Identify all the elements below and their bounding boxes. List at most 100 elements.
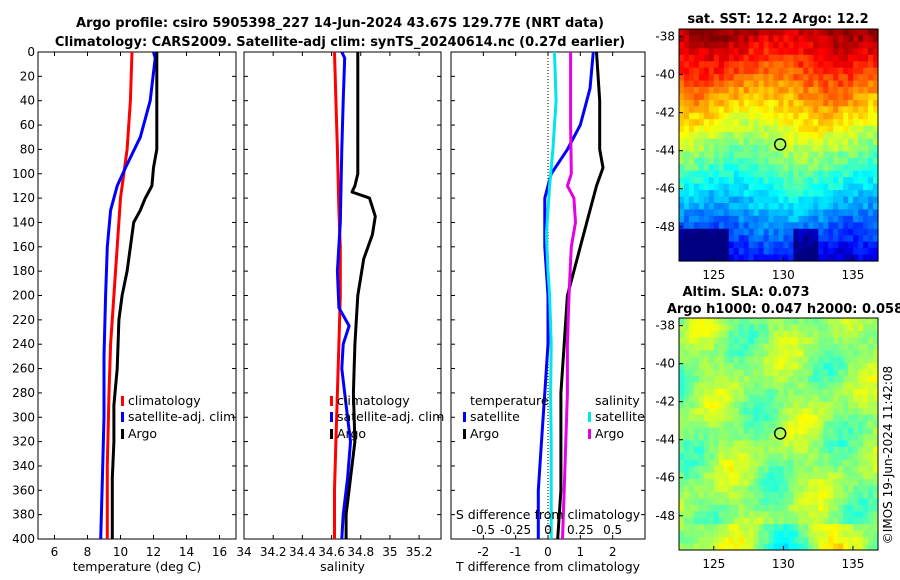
map-cell [808,421,814,429]
map-cell [803,440,809,448]
map-cell [753,408,760,416]
map-cell [679,190,685,198]
map-cell [698,228,705,236]
map-cell [803,517,809,525]
map-cell [783,209,790,217]
map-cell [728,209,735,217]
map-cell [743,248,750,256]
map-cell [808,61,814,69]
map-cell [768,125,775,133]
map-cell [803,183,809,191]
map-cell [858,330,864,338]
map-cell [698,151,705,159]
map-cell [823,48,829,56]
map-cell [873,446,879,454]
map-cell [718,427,725,435]
map-cell [858,132,864,140]
map-cell [828,41,834,49]
map-cell [728,446,735,454]
map-cell [833,164,839,172]
map-cell [718,132,725,140]
map-cell [853,138,859,146]
map-cell [838,235,844,243]
map-cell [858,498,864,506]
map-cell [793,363,799,371]
map-cell [833,151,839,159]
map-cell [783,427,790,435]
map-cell [803,446,809,454]
map-cell [818,343,824,351]
map-cell [738,170,745,178]
map-cell [858,177,864,185]
map-cell [738,427,745,435]
map-cell [748,54,755,62]
map-cell [818,29,824,37]
map-cell [698,530,705,538]
map-cell [783,543,790,551]
map-cell [838,356,844,364]
map-cell [783,215,790,223]
map-cell [798,157,804,165]
map-cell [703,215,710,223]
map-cell [858,517,864,525]
map-cell [703,170,710,178]
map-cell [688,145,695,153]
map-cell [798,48,804,56]
map-cell [788,318,795,326]
map-cell [703,524,710,532]
map-cell [713,343,720,351]
map-cell [708,164,715,172]
map-cell [763,421,770,429]
map-cell [773,254,780,262]
map-cell [868,517,874,525]
map-cell [873,324,879,332]
map-cell [788,203,795,211]
y-tick-label: 40 [20,94,35,108]
map-cell [788,472,795,480]
map-cell [863,248,869,256]
map-cell [748,337,755,345]
map-cell [713,498,720,506]
map-cell [688,41,695,49]
map-cell [818,388,824,396]
map-cell [843,330,849,338]
map-cell [863,222,869,230]
map-cell [863,530,869,538]
map-cell [803,190,809,198]
map-cell [778,203,785,211]
map-cell [679,132,685,140]
map-cell [798,376,804,384]
map-cell [848,215,854,223]
map-cell [823,485,829,493]
map-cell [798,472,804,480]
map-cell [793,80,799,88]
map-cell [808,235,814,243]
map-cell [858,524,864,532]
map-cell [833,254,839,262]
map-cell [728,401,735,409]
map-cell [873,330,879,338]
map-cell [873,170,879,178]
map-cell [788,330,795,338]
map-cell [833,54,839,62]
map-cell [718,350,725,358]
map-cell [803,254,809,262]
map-cell [843,356,849,364]
map-cell [758,248,765,256]
y-tick-label: 240 [12,337,35,351]
map-cell [863,151,869,159]
map-cell [733,35,740,43]
map-cell [698,145,705,153]
map-cell [818,543,824,551]
map-cell [728,337,735,345]
map-cell [793,530,799,538]
s-tick-label: 0.5 [603,523,622,537]
map-cell [733,183,740,191]
map-cell [873,74,879,82]
map-cell [848,248,854,256]
map-cell [813,414,819,422]
map-cell [713,485,720,493]
map-cell [763,241,770,249]
legend-sal-argo-swatch [588,429,591,439]
